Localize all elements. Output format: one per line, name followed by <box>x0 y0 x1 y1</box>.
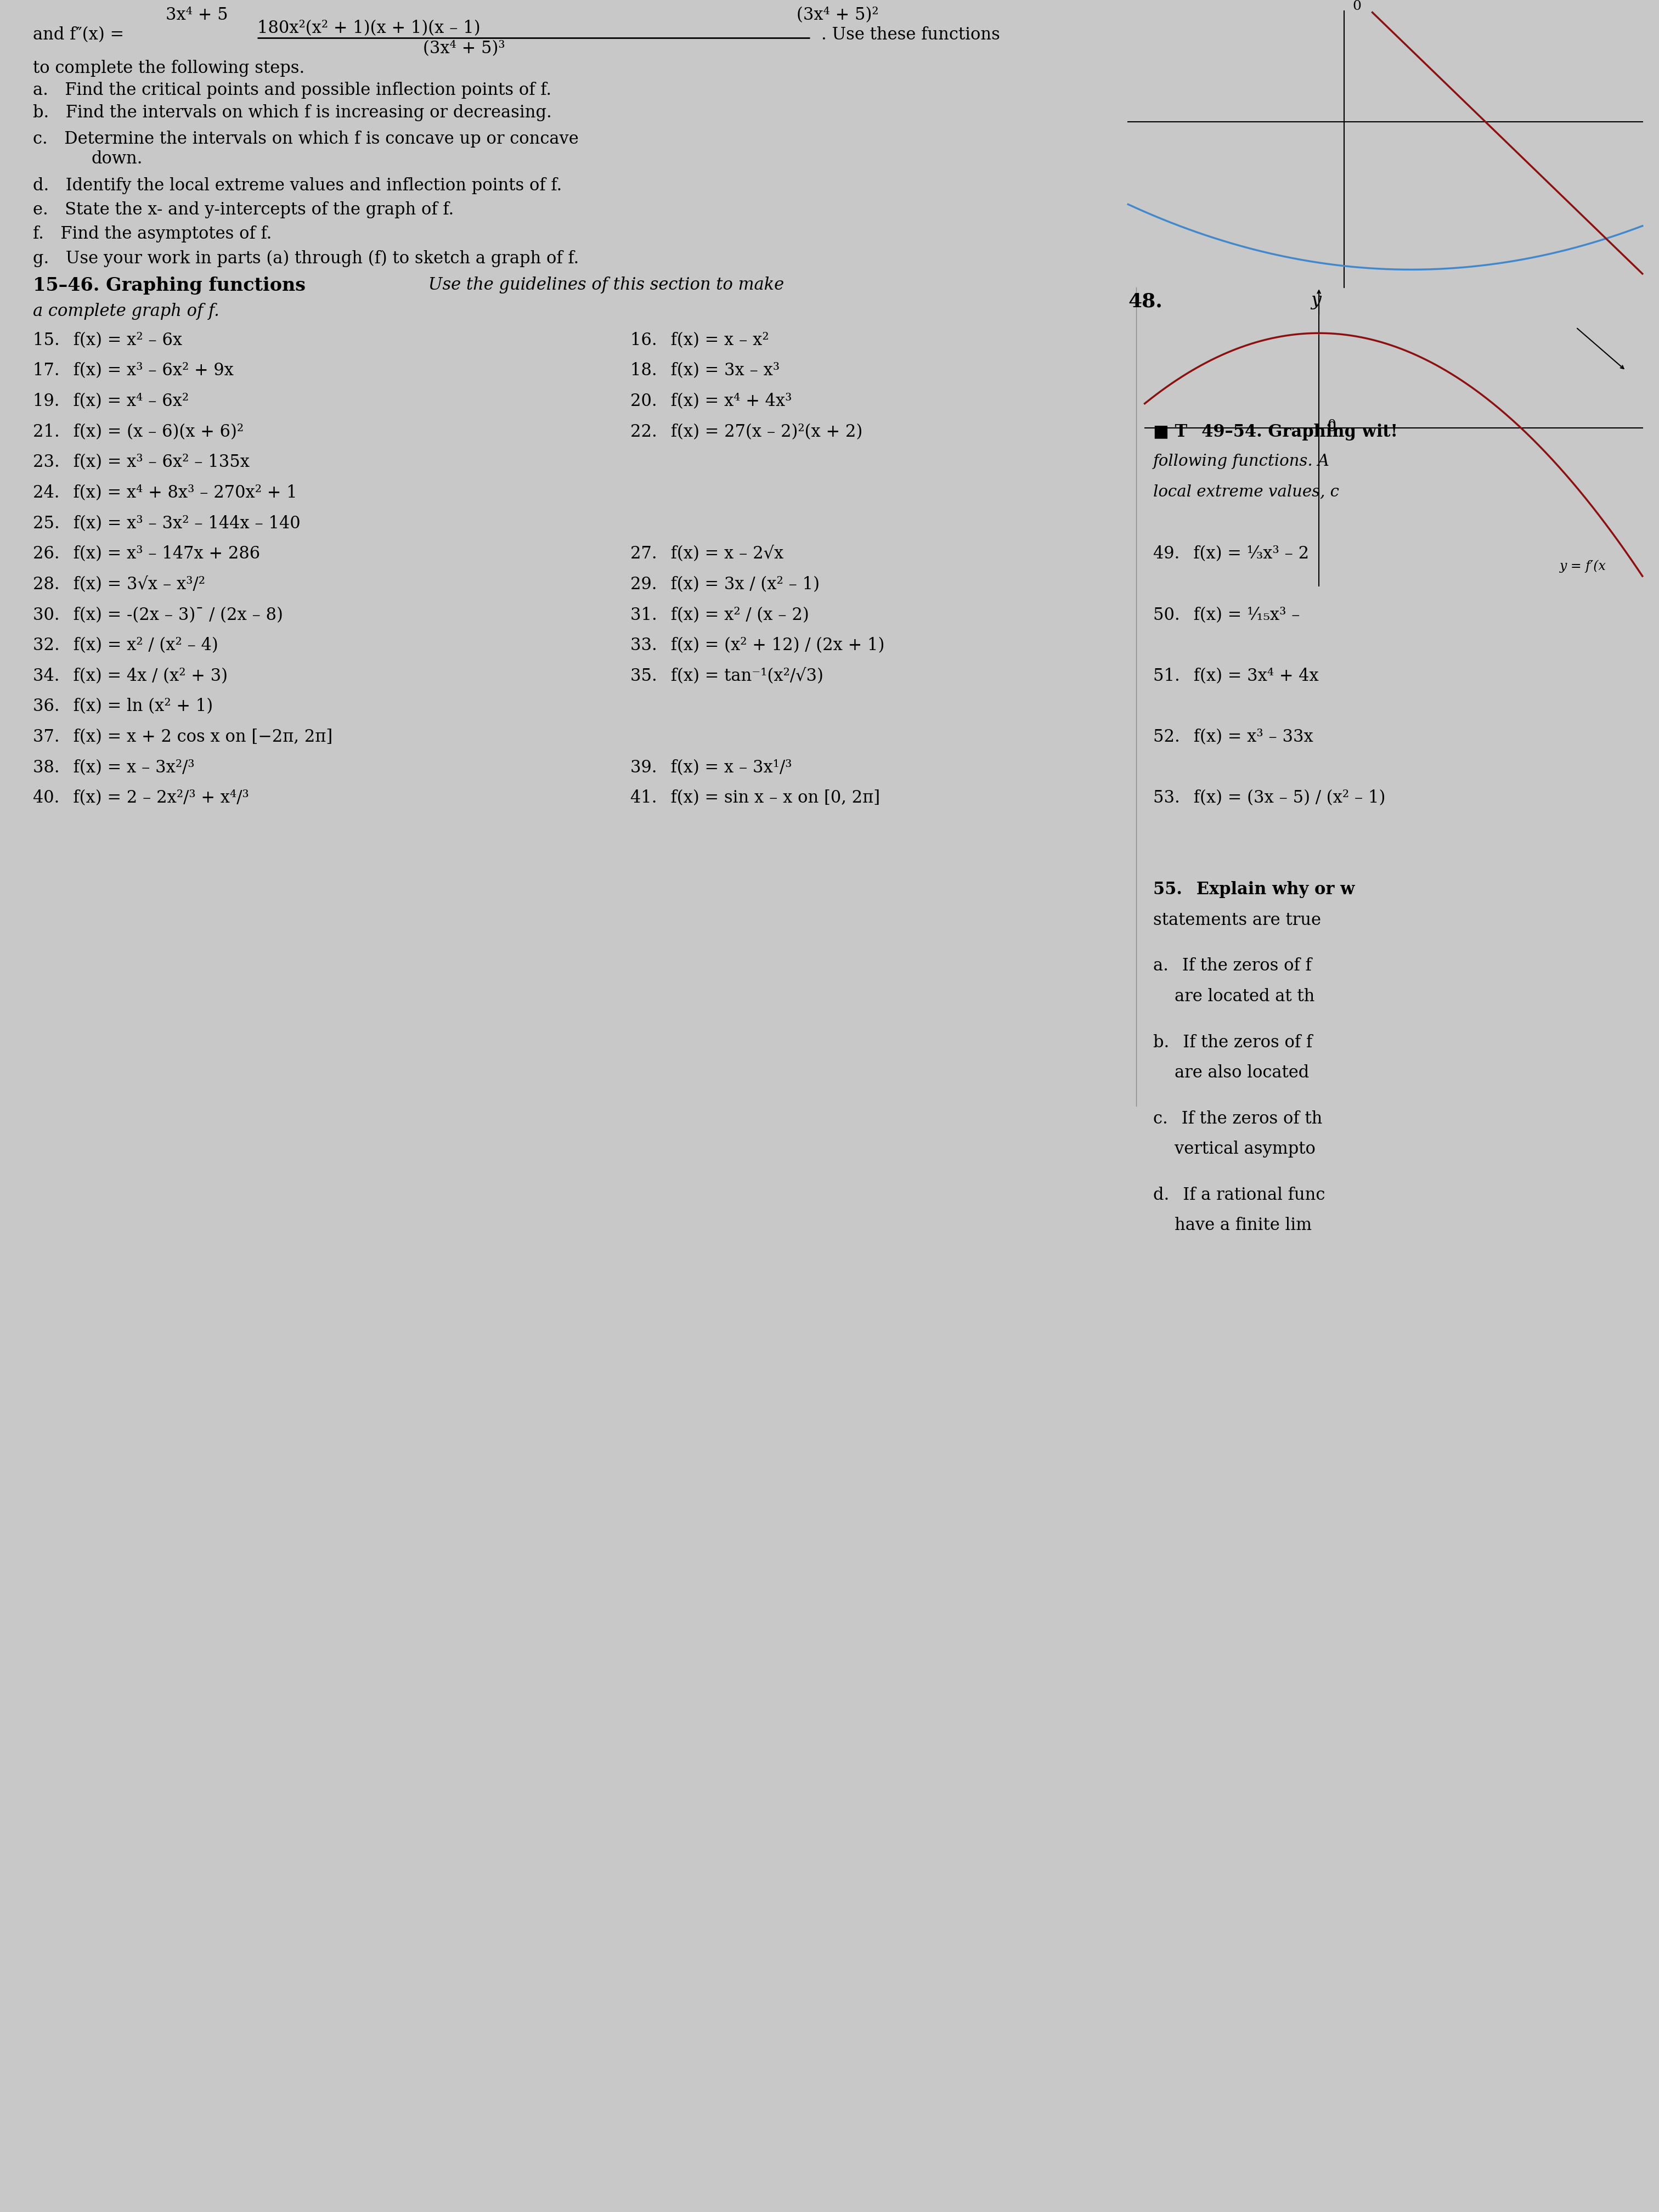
Text: 0: 0 <box>1327 420 1335 434</box>
Text: 19.  f(x) = x⁴ – 6x²: 19. f(x) = x⁴ – 6x² <box>33 394 189 409</box>
Text: 25.  f(x) = x³ – 3x² – 144x – 140: 25. f(x) = x³ – 3x² – 144x – 140 <box>33 515 300 531</box>
Text: local extreme values, c: local extreme values, c <box>1153 484 1339 500</box>
Text: c. Determine the intervals on which f is concave up or concave: c. Determine the intervals on which f is… <box>33 131 579 148</box>
Text: 15.  f(x) = x² – 6x: 15. f(x) = x² – 6x <box>33 332 182 349</box>
Text: (3x⁴ + 5)³: (3x⁴ + 5)³ <box>423 40 504 58</box>
Text: statements are true: statements are true <box>1153 911 1321 929</box>
Text: a.  If the zeros of f: a. If the zeros of f <box>1153 958 1311 975</box>
Text: a. Find the critical points and possible inflection points of f.: a. Find the critical points and possible… <box>33 82 552 100</box>
Text: 31.  f(x) = x² / (x – 2): 31. f(x) = x² / (x – 2) <box>630 606 810 624</box>
Text: and f″(x) =: and f″(x) = <box>33 27 124 44</box>
Text: 37.  f(x) = x + 2 cos x on [−2π, 2π]: 37. f(x) = x + 2 cos x on [−2π, 2π] <box>33 728 333 745</box>
Text: 28.  f(x) = 3√x – x³/²: 28. f(x) = 3√x – x³/² <box>33 575 206 593</box>
Text: 40.  f(x) = 2 – 2x²/³ + x⁴/³: 40. f(x) = 2 – 2x²/³ + x⁴/³ <box>33 790 249 807</box>
Text: are also located: are also located <box>1153 1064 1309 1082</box>
Text: . Use these functions: . Use these functions <box>821 27 1000 44</box>
Text: y = f′(x: y = f′(x <box>1559 560 1606 573</box>
Text: 18.  f(x) = 3x – x³: 18. f(x) = 3x – x³ <box>630 363 780 378</box>
Text: e. State the x- and y-intercepts of the graph of f.: e. State the x- and y-intercepts of the … <box>33 201 455 219</box>
Text: 3x⁴ + 5: 3x⁴ + 5 <box>166 7 229 24</box>
Text: 53.  f(x) = (3x – 5) / (x² – 1): 53. f(x) = (3x – 5) / (x² – 1) <box>1153 790 1385 807</box>
Text: (3x⁴ + 5)²: (3x⁴ + 5)² <box>796 7 878 24</box>
Text: 26.  f(x) = x³ – 147x + 286: 26. f(x) = x³ – 147x + 286 <box>33 546 260 562</box>
Text: 17.  f(x) = x³ – 6x² + 9x: 17. f(x) = x³ – 6x² + 9x <box>33 363 234 378</box>
Text: 34.  f(x) = 4x / (x² + 3): 34. f(x) = 4x / (x² + 3) <box>33 668 227 684</box>
Text: to complete the following steps.: to complete the following steps. <box>33 60 305 77</box>
Text: 35.  f(x) = tan⁻¹(x²/√3): 35. f(x) = tan⁻¹(x²/√3) <box>630 668 823 684</box>
Text: 51.  f(x) = 3x⁴ + 4x: 51. f(x) = 3x⁴ + 4x <box>1153 668 1319 684</box>
Text: b.  If the zeros of f: b. If the zeros of f <box>1153 1033 1312 1051</box>
Text: ■ T  49–54. Graphing wit!: ■ T 49–54. Graphing wit! <box>1153 422 1397 440</box>
Text: 23.  f(x) = x³ – 6x² – 135x: 23. f(x) = x³ – 6x² – 135x <box>33 453 251 471</box>
Text: 33.  f(x) = (x² + 12) / (2x + 1): 33. f(x) = (x² + 12) / (2x + 1) <box>630 637 884 655</box>
Text: 52.  f(x) = x³ – 33x: 52. f(x) = x³ – 33x <box>1153 728 1312 745</box>
Text: d.  If a rational func: d. If a rational func <box>1153 1186 1326 1203</box>
Text: 38.  f(x) = x – 3x²/³: 38. f(x) = x – 3x²/³ <box>33 759 194 776</box>
Text: 30.  f(x) = ­(2x – 3)¯ / (2x – 8): 30. f(x) = ­(2x – 3)¯ / (2x – 8) <box>33 606 284 624</box>
Text: following functions. A: following functions. A <box>1153 453 1329 469</box>
Text: 48.: 48. <box>1128 292 1163 310</box>
Text: 41.  f(x) = sin x – x on [0, 2π]: 41. f(x) = sin x – x on [0, 2π] <box>630 790 881 807</box>
Text: 0: 0 <box>1327 420 1335 431</box>
Text: 16.  f(x) = x – x²: 16. f(x) = x – x² <box>630 332 770 349</box>
Text: 180x²(x² + 1)(x + 1)(x – 1): 180x²(x² + 1)(x + 1)(x – 1) <box>257 20 479 38</box>
Text: 15–46. Graphing functions: 15–46. Graphing functions <box>33 276 305 294</box>
Text: 36.  f(x) = ln (x² + 1): 36. f(x) = ln (x² + 1) <box>33 699 214 714</box>
Text: b. Find the intervals on which f is increasing or decreasing.: b. Find the intervals on which f is incr… <box>33 104 552 122</box>
Text: 39.  f(x) = x – 3x¹/³: 39. f(x) = x – 3x¹/³ <box>630 759 791 776</box>
Text: d. Identify the local extreme values and inflection points of f.: d. Identify the local extreme values and… <box>33 177 562 195</box>
Text: 55.  Explain why or w: 55. Explain why or w <box>1153 880 1354 898</box>
Text: c.  If the zeros of th: c. If the zeros of th <box>1153 1110 1322 1128</box>
Text: f. Find the asymptotes of f.: f. Find the asymptotes of f. <box>33 226 272 243</box>
Text: down.: down. <box>91 150 143 168</box>
Text: 0: 0 <box>1352 0 1360 13</box>
Text: are located at th: are located at th <box>1153 989 1314 1004</box>
Text: 32.  f(x) = x² / (x² – 4): 32. f(x) = x² / (x² – 4) <box>33 637 219 655</box>
Text: 49.  f(x) = ¹⁄₃x³ – 2: 49. f(x) = ¹⁄₃x³ – 2 <box>1153 546 1309 562</box>
Text: 20.  f(x) = x⁴ + 4x³: 20. f(x) = x⁴ + 4x³ <box>630 394 791 409</box>
Text: 24.  f(x) = x⁴ + 8x³ – 270x² + 1: 24. f(x) = x⁴ + 8x³ – 270x² + 1 <box>33 484 297 502</box>
Text: 22.  f(x) = 27(x – 2)²(x + 2): 22. f(x) = 27(x – 2)²(x + 2) <box>630 422 863 440</box>
Text: a complete graph of f.: a complete graph of f. <box>33 303 219 321</box>
Text: y: y <box>1311 292 1321 310</box>
Text: 21.  f(x) = (x – 6)(x + 6)²: 21. f(x) = (x – 6)(x + 6)² <box>33 422 244 440</box>
Text: 29.  f(x) = 3x / (x² – 1): 29. f(x) = 3x / (x² – 1) <box>630 575 820 593</box>
Text: 27.  f(x) = x – 2√x: 27. f(x) = x – 2√x <box>630 546 783 562</box>
Text: g. Use your work in parts (a) through (f) to sketch a graph of f.: g. Use your work in parts (a) through (f… <box>33 250 579 268</box>
Text: 50.  f(x) = ¹⁄₁₅x³ –: 50. f(x) = ¹⁄₁₅x³ – <box>1153 606 1299 624</box>
Text: vertical asympto: vertical asympto <box>1153 1141 1316 1157</box>
Text: Use the guidelines of this section to make: Use the guidelines of this section to ma… <box>423 276 785 294</box>
Text: have a finite lim: have a finite lim <box>1153 1217 1312 1234</box>
